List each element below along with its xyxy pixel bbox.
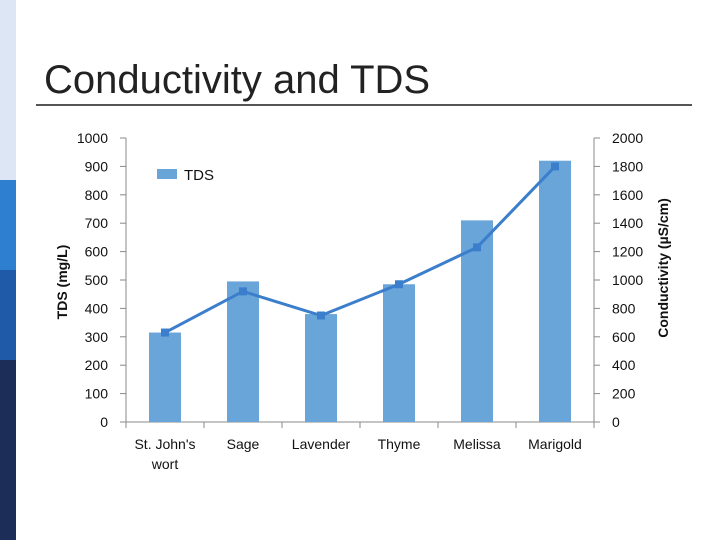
conductivity-point	[161, 328, 169, 337]
x-tick-label: Thyme	[378, 436, 421, 452]
x-tick-label: St. John's wort	[134, 436, 195, 472]
left-tick-label: 600	[85, 244, 109, 260]
right-tick-label: 1400	[612, 215, 643, 231]
left-tick-label: 500	[85, 272, 109, 288]
left-tick-label: 200	[85, 357, 109, 373]
conductivity-point	[473, 243, 481, 252]
x-tick-label: Sage	[227, 436, 260, 452]
right-tick-label: 1600	[612, 187, 643, 203]
left-tick-label: 300	[85, 329, 109, 345]
slide-title: Conductivity and TDS	[44, 58, 431, 102]
left-tick-label: 100	[85, 386, 109, 402]
legend-label: TDS	[184, 167, 214, 184]
left-tick-label: 700	[85, 215, 109, 231]
right-tick-label: 600	[612, 329, 636, 345]
conductivity-point	[395, 280, 403, 289]
x-tick-label: Marigold	[528, 436, 582, 452]
accent-bar-dark	[0, 360, 16, 540]
x-tick-label: Melissa	[453, 436, 501, 452]
conductivity-point	[551, 162, 559, 171]
left-tick-label: 400	[85, 300, 109, 316]
right-tick-label: 0	[612, 414, 620, 430]
left-tick-label: 0	[100, 414, 108, 430]
y2-axis-title: Conductivity (µS/cm)	[655, 198, 671, 338]
tds-bar	[227, 281, 259, 422]
tds-bar	[149, 332, 181, 422]
title-divider	[36, 104, 692, 106]
right-tick-label: 1200	[612, 244, 643, 260]
right-tick-label: 1000	[612, 272, 643, 288]
tds-bar	[539, 160, 571, 422]
left-tick-label: 900	[85, 158, 109, 174]
conductivity-point	[317, 311, 325, 320]
accent-bar-mid	[0, 270, 16, 360]
x-tick-label: Lavender	[292, 436, 351, 452]
right-tick-label: 800	[612, 300, 636, 316]
y-axis-title: TDS (mg/L)	[54, 245, 70, 320]
left-tick-label: 1000	[77, 130, 108, 146]
accent-bar-light	[0, 0, 16, 180]
right-tick-label: 400	[612, 357, 636, 373]
right-tick-label: 1800	[612, 158, 643, 174]
accent-bar-blue	[0, 180, 16, 270]
left-tick-label: 800	[85, 187, 109, 203]
conductivity-line	[164, 165, 557, 334]
tds-bar	[305, 314, 337, 422]
right-tick-label: 200	[612, 386, 636, 402]
right-tick-label: 2000	[612, 130, 643, 146]
conductivity-point	[239, 287, 247, 296]
legend-swatch	[157, 169, 177, 179]
tds-bar	[383, 284, 415, 422]
